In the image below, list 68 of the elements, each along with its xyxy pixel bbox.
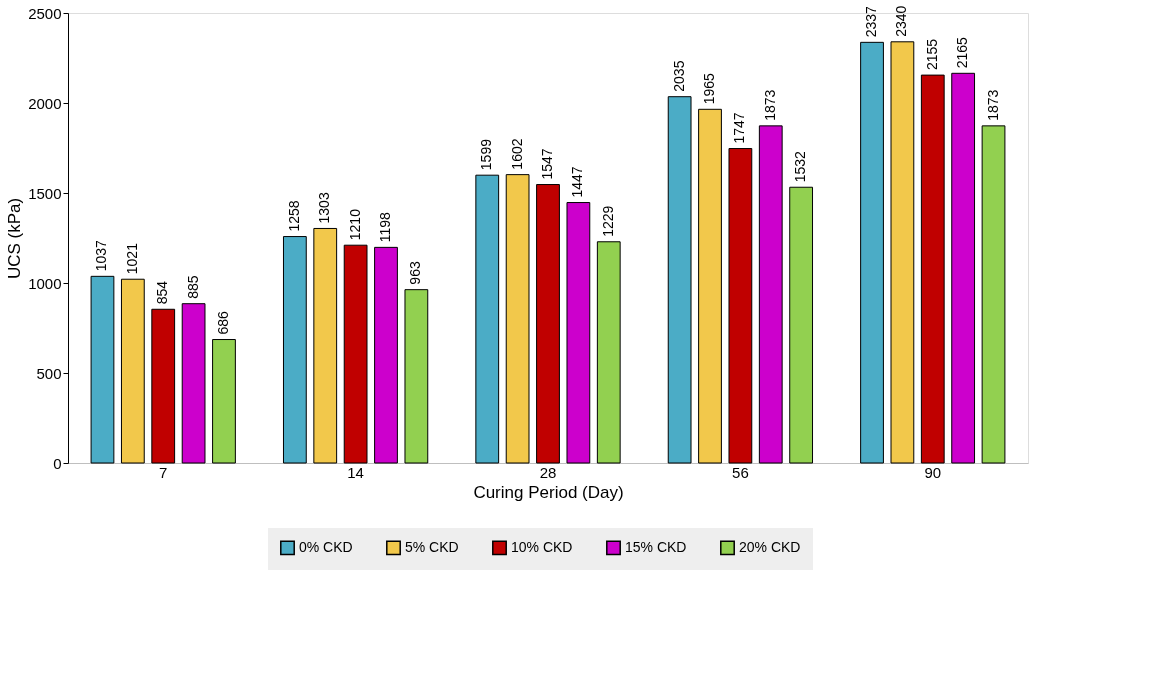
bar xyxy=(90,275,115,464)
data-label: 1258 xyxy=(285,200,302,232)
data-label: 1229 xyxy=(599,205,616,237)
bar xyxy=(120,278,145,464)
y-tick-label: 1000 xyxy=(28,274,62,292)
legend-label: 5% CKD xyxy=(405,538,459,555)
y-tick-label: 0 xyxy=(53,454,62,472)
x-tick-label: 90 xyxy=(924,463,942,481)
x-tick-label: 7 xyxy=(159,463,168,481)
data-label: 1210 xyxy=(346,208,363,241)
data-label: 1873 xyxy=(761,89,778,121)
bar xyxy=(920,74,945,464)
data-label: 2337 xyxy=(863,5,880,38)
bar xyxy=(890,41,915,464)
data-label: 2155 xyxy=(923,38,940,71)
bar xyxy=(536,184,560,464)
data-label: 2035 xyxy=(670,60,687,92)
data-label: 1547 xyxy=(539,148,555,180)
data-label: 1532 xyxy=(792,150,809,183)
data-label: 1037 xyxy=(93,239,110,272)
data-label: 1873 xyxy=(984,89,1001,121)
bar xyxy=(728,148,753,464)
data-label: 1747 xyxy=(731,112,748,144)
data-label: 1198 xyxy=(376,212,393,243)
bar xyxy=(313,227,338,464)
bar xyxy=(505,174,530,464)
y-tick-label: 2500 xyxy=(28,4,62,22)
x-axis-title: Curing Period (Day) xyxy=(473,482,624,502)
data-label: 885 xyxy=(184,275,201,299)
data-label: 1447 xyxy=(569,166,586,198)
bar xyxy=(789,186,814,464)
bar xyxy=(212,339,236,464)
bar xyxy=(282,236,307,464)
y-tick-label: 500 xyxy=(36,364,62,382)
legend-label: 15% CKD xyxy=(625,538,687,555)
bar xyxy=(404,289,429,464)
bar xyxy=(860,41,884,464)
bar xyxy=(596,241,621,464)
bar xyxy=(698,108,722,464)
x-tick-label: 28 xyxy=(539,463,557,481)
bar xyxy=(374,246,398,464)
bar xyxy=(475,174,500,464)
bar xyxy=(566,202,591,464)
data-label: 686 xyxy=(214,310,231,335)
x-tick-label: 56 xyxy=(732,463,749,481)
data-label: 1021 xyxy=(123,242,140,275)
y-axis-title: UCS (kPa) xyxy=(5,197,25,280)
y-tick-label: 2000 xyxy=(28,94,62,112)
bar xyxy=(758,125,783,464)
data-label: 1599 xyxy=(478,138,495,171)
bar xyxy=(981,125,1006,464)
bar xyxy=(181,303,206,464)
legend-label: 20% CKD xyxy=(739,538,801,555)
y-tick-label: 1500 xyxy=(28,184,62,202)
bar xyxy=(667,96,692,464)
legend-label: 10% CKD xyxy=(511,538,573,555)
bar xyxy=(151,308,176,464)
bar xyxy=(951,72,976,464)
legend-label: 0% CKD xyxy=(299,538,353,555)
data-label: 1303 xyxy=(316,192,333,224)
x-tick-label: 14 xyxy=(347,463,364,481)
data-label: 1965 xyxy=(701,72,718,105)
data-label: 2165 xyxy=(954,36,971,69)
data-label: 854 xyxy=(154,280,171,305)
data-label: 2340 xyxy=(893,5,910,37)
bar xyxy=(343,244,368,464)
data-label: 1602 xyxy=(508,138,525,170)
data-label: 963 xyxy=(407,261,424,285)
